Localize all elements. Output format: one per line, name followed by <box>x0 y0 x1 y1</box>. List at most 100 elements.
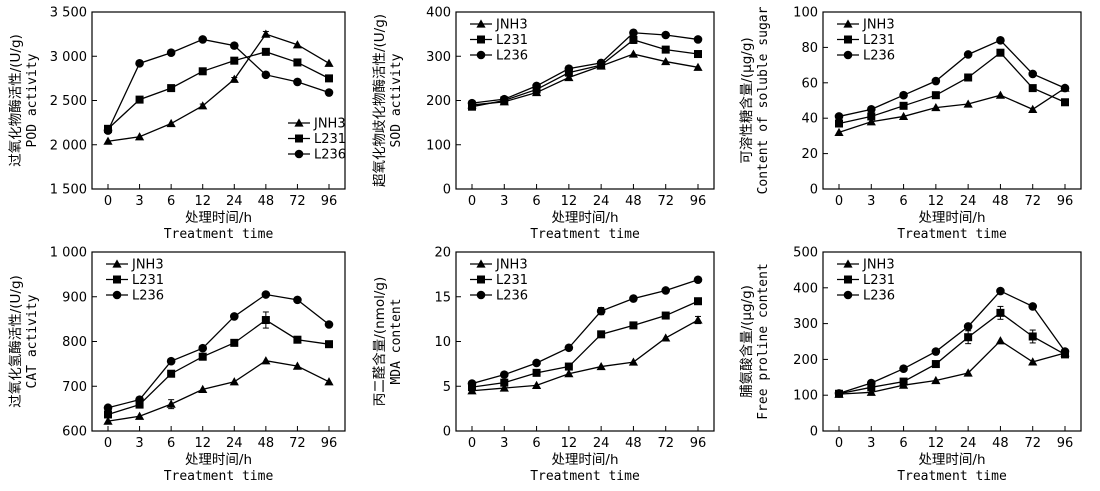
x-tick-label: 0 <box>468 436 476 451</box>
x-tick-label: 6 <box>167 436 175 451</box>
x-tick-label: 48 <box>258 436 275 451</box>
x-tick-label: 0 <box>104 194 112 209</box>
data-point <box>104 410 112 419</box>
y-tick-label: 300 <box>426 50 451 65</box>
data-point <box>899 364 908 374</box>
data-point <box>899 101 908 110</box>
data-point <box>995 90 1006 99</box>
data-point <box>931 102 941 112</box>
data-point <box>964 333 973 342</box>
legend-label: JNH3 <box>495 258 528 273</box>
legend-label: L236 <box>314 148 346 163</box>
x-tick-label: 6 <box>532 436 540 451</box>
y-tick-label: 2 500 <box>50 94 87 109</box>
y-axis-title-en: POD activity <box>25 53 40 147</box>
x-axis-title-zh: 处理时间/h <box>918 452 985 468</box>
chart-panel-2: 0 100 200 300 400 0 3 6 12 24 48 72 96 处理时间/hTreatmen… <box>372 6 715 242</box>
legend-marker <box>477 275 485 284</box>
x-tick-label: 12 <box>194 194 211 209</box>
y-tick-label: 3 000 <box>50 50 87 65</box>
data-point <box>135 400 144 409</box>
legend-marker <box>113 275 121 284</box>
data-point <box>499 383 509 392</box>
x-tick-label: 3 <box>500 436 508 451</box>
y-axis-title-zh: 脯氨酸含量/(μg/g) <box>739 285 755 398</box>
x-axis-title-en: Treatment time <box>530 227 640 242</box>
data-point <box>325 74 333 83</box>
data-point <box>293 335 302 344</box>
data-point <box>103 136 113 145</box>
y-tick-label: 800 <box>62 335 87 350</box>
data-point <box>166 48 176 58</box>
legend-marker <box>843 259 853 268</box>
data-point <box>834 112 844 121</box>
x-axis-title-zh: 处理时间/h <box>185 210 252 226</box>
data-point <box>198 343 208 353</box>
data-point <box>1028 357 1038 366</box>
x-axis-title-zh: 处理时间/h <box>918 210 985 226</box>
data-point <box>229 312 239 321</box>
x-tick-label: 6 <box>532 194 540 209</box>
chart-panel-3: 0 20 40 60 80 100 0 3 6 12 24 48 72 96 处理时间/hTreatment… <box>739 6 1082 242</box>
data-point <box>834 389 844 398</box>
data-point <box>229 41 239 50</box>
data-point <box>693 315 703 324</box>
x-tick-label: 24 <box>593 194 610 209</box>
x-tick-label: 12 <box>194 436 211 451</box>
y-tick-label: 20 <box>434 246 451 261</box>
data-point <box>629 294 638 303</box>
legend-label: L231 <box>496 33 528 48</box>
series-l236 <box>834 36 1070 121</box>
legend-label: JNH3 <box>131 258 164 273</box>
x-axis-title-en: Treatment time <box>164 227 274 242</box>
x-tick-label: 3 <box>867 436 875 451</box>
data-point <box>467 98 477 108</box>
data-point <box>564 64 574 73</box>
data-point <box>931 347 941 356</box>
x-tick-label: 72 <box>657 194 674 209</box>
x-tick-label: 0 <box>835 436 843 451</box>
y-tick-label: 5 <box>443 380 451 395</box>
x-axis-title-zh: 处理时间/h <box>551 210 618 226</box>
data-point <box>694 50 702 59</box>
data-point <box>293 295 302 305</box>
y-axis-title-en: Free proline content <box>756 263 771 420</box>
data-point <box>596 306 606 316</box>
legend-marker <box>844 35 852 44</box>
legend-label: L231 <box>496 273 528 288</box>
data-point <box>866 117 876 126</box>
y-tick-label: 700 <box>62 380 87 395</box>
y-tick-label: 60 <box>801 76 818 91</box>
data-point <box>532 358 541 368</box>
data-point <box>996 48 1005 57</box>
legend-marker <box>843 290 853 300</box>
data-point <box>135 395 144 404</box>
y-axis-title-zh: 超氧化物歧化物酶活性/(U/g) <box>372 14 388 187</box>
data-point <box>500 378 509 387</box>
x-tick-label: 48 <box>992 436 1009 451</box>
series-line <box>838 312 1066 395</box>
series-l231 <box>104 311 333 419</box>
data-point <box>261 290 271 299</box>
data-point <box>166 356 176 366</box>
data-point <box>1028 332 1037 341</box>
y-axis-title-zh: 过氧化氢酶活性/(U/g) <box>8 275 24 408</box>
legend-label: JNH3 <box>862 258 895 273</box>
series-line <box>107 51 330 130</box>
y-axis-title-zh: 可溶性糖含量/(μg/g) <box>739 37 755 163</box>
legend-marker <box>294 149 304 159</box>
x-tick-label: 0 <box>104 436 112 451</box>
x-tick-label: 72 <box>289 436 306 451</box>
data-point <box>931 76 941 86</box>
data-point <box>167 84 176 93</box>
data-point <box>103 403 113 413</box>
x-axis-title-zh: 处理时间/h <box>185 452 252 468</box>
data-point <box>1060 347 1070 356</box>
x-tick-label: 48 <box>625 436 642 451</box>
x-tick-label: 3 <box>500 194 508 209</box>
series-line <box>107 360 330 422</box>
legend-label: L231 <box>314 132 346 147</box>
series-l236 <box>103 35 334 135</box>
